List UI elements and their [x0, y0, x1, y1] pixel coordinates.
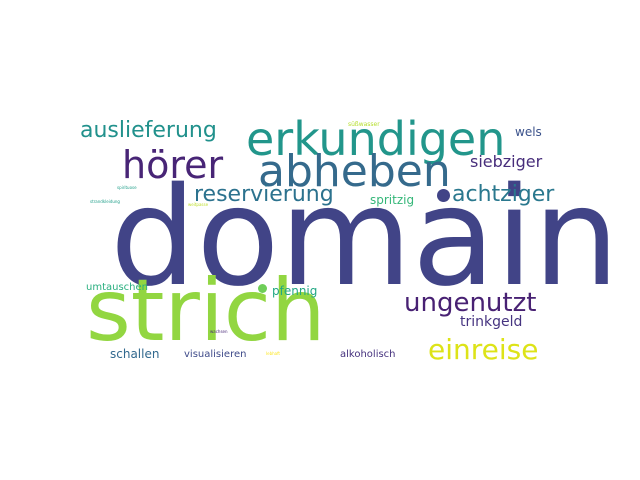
word-alkoholisch: alkoholisch — [340, 349, 396, 360]
word-einreise: einreise — [428, 333, 539, 366]
word-strich: strich — [86, 261, 326, 361]
word-strandkleidung: strandkleidung — [90, 199, 120, 204]
word-susswasser: süßwasser — [348, 121, 380, 128]
word-domain: domain — [110, 159, 620, 317]
word-horer: hörer — [122, 143, 224, 187]
word-pfennig: pfennig — [272, 284, 318, 298]
dot-mark — [258, 284, 267, 293]
word-ungenutzt: ungenutzt — [404, 288, 537, 318]
word-wachsen: wachsen — [210, 329, 228, 334]
word-weitpasse: weitpasse — [188, 202, 209, 207]
word-visualisieren: visualisieren — [184, 349, 247, 360]
word-erkundigen: erkundigen — [246, 112, 506, 166]
word-auslieferung: auslieferung — [80, 118, 217, 143]
word-umtauschen: umtauschen — [86, 282, 149, 293]
word-reservierung: reservierung — [194, 182, 334, 207]
word-achtziger: achtziger — [452, 182, 555, 207]
word-wels: wels — [515, 125, 542, 139]
word-siebziger: siebziger — [470, 152, 543, 171]
dot-mark — [437, 189, 450, 202]
word-schallen: schallen — [110, 347, 160, 361]
word-spirituose: spirituose — [117, 185, 137, 190]
word-abheben: abheben — [258, 146, 451, 197]
word-lebhaft: lebhaft — [266, 351, 281, 356]
word-trinkgeld: trinkgeld — [460, 314, 523, 330]
word-spritzig: spritzig — [370, 193, 415, 207]
